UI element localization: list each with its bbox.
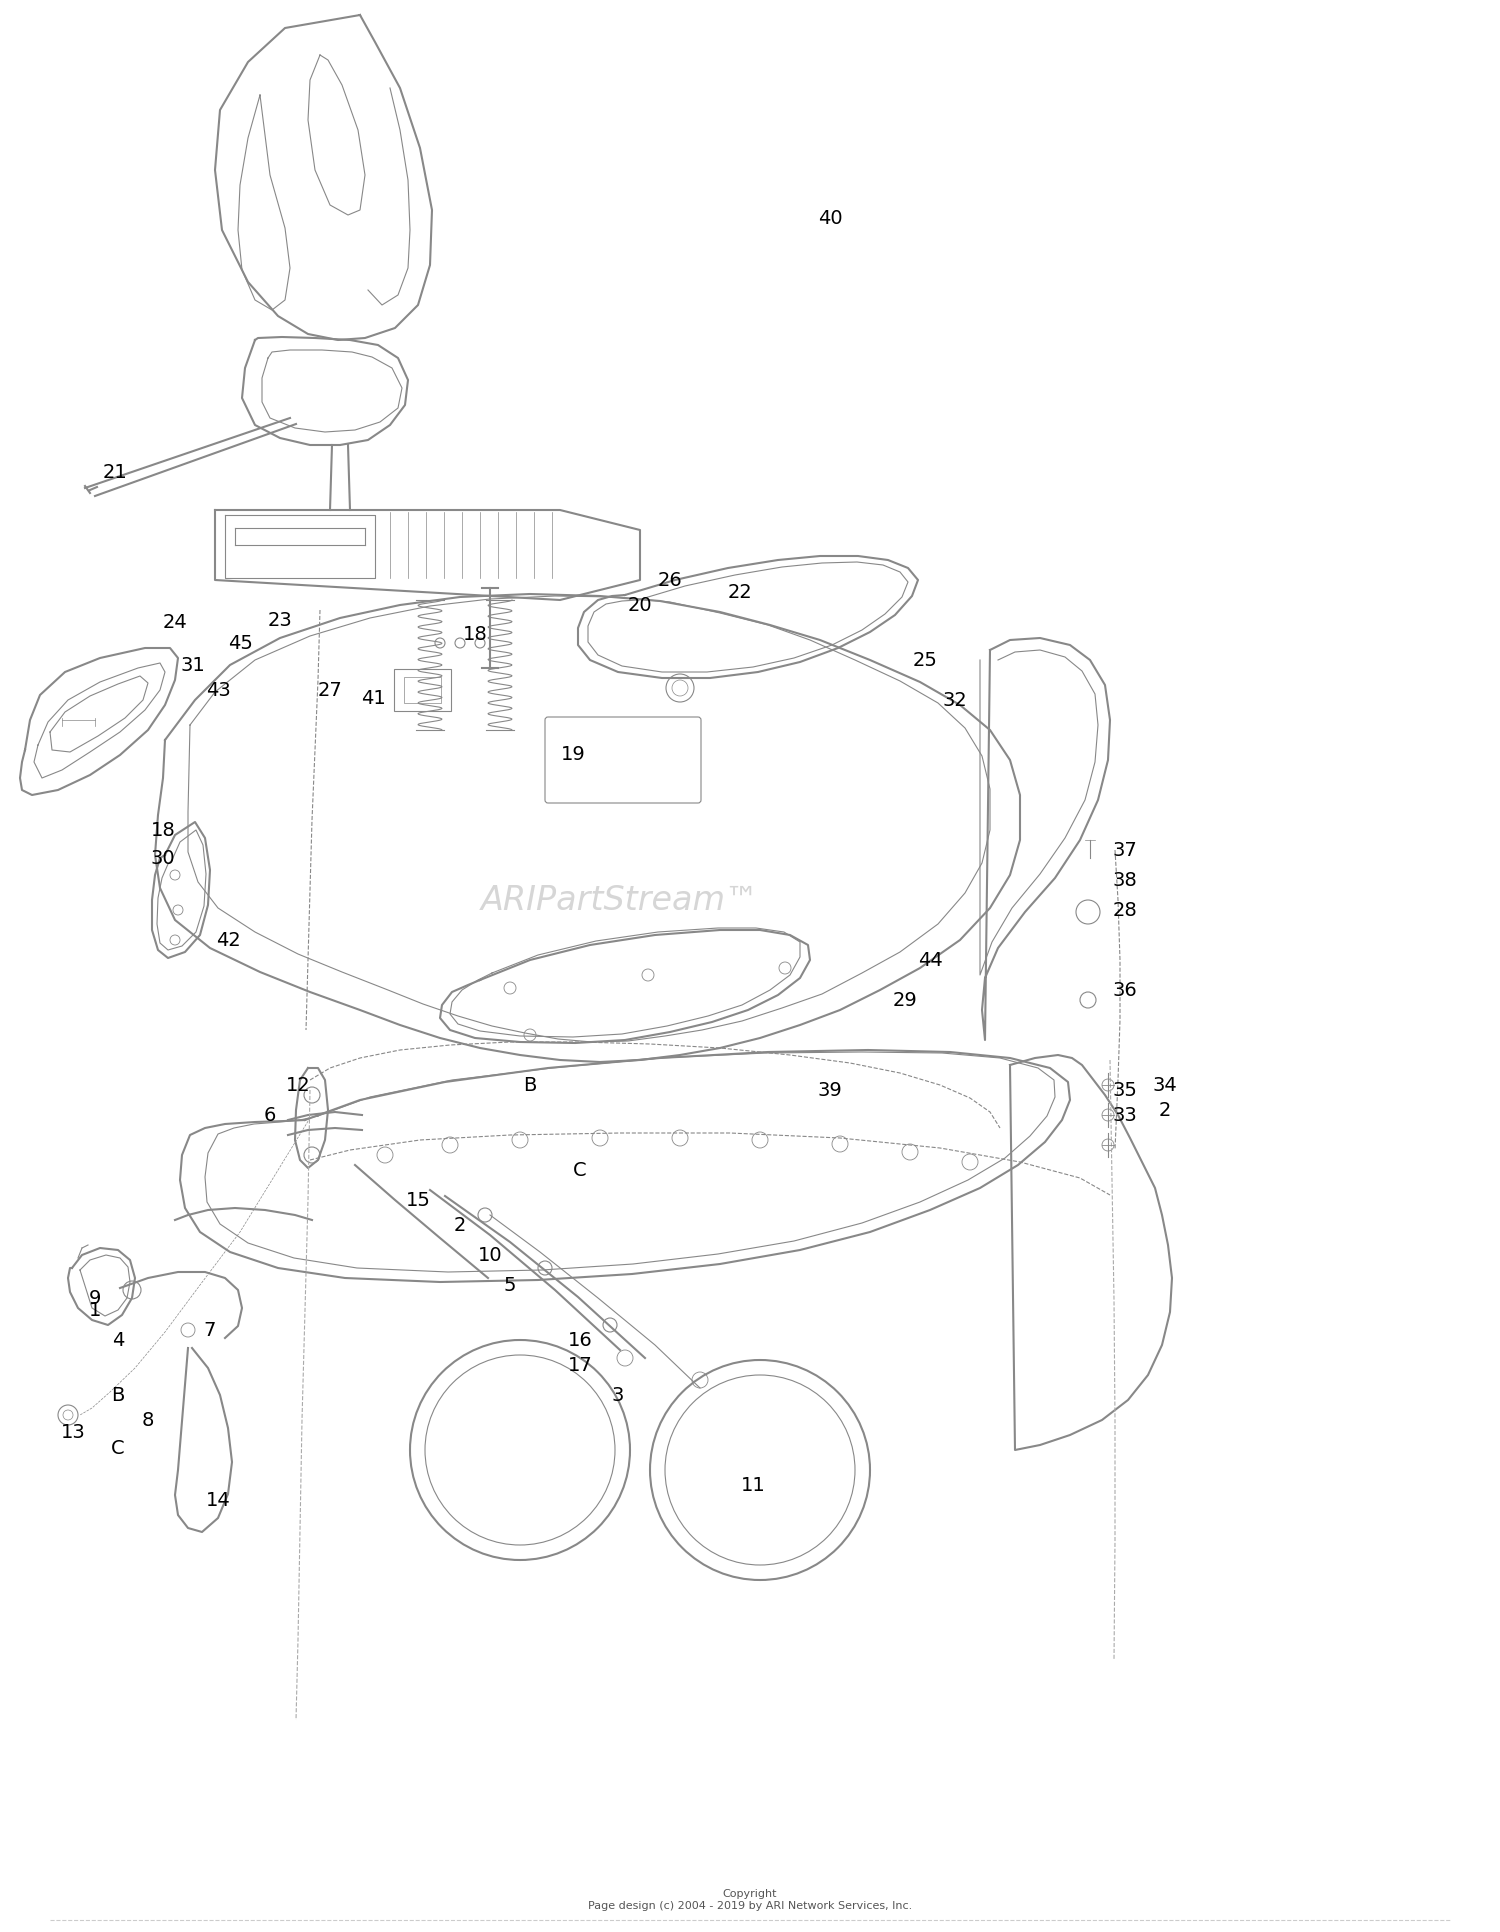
Text: 42: 42 <box>216 931 240 949</box>
Text: 17: 17 <box>567 1356 592 1374</box>
Text: C: C <box>573 1161 586 1180</box>
Text: 8: 8 <box>142 1410 154 1430</box>
Text: 12: 12 <box>285 1076 310 1095</box>
Text: 41: 41 <box>360 688 386 707</box>
Text: 34: 34 <box>1152 1076 1178 1095</box>
Text: 37: 37 <box>1113 840 1137 860</box>
Text: 25: 25 <box>912 651 938 670</box>
Text: 11: 11 <box>741 1476 765 1495</box>
Text: 14: 14 <box>206 1490 231 1509</box>
Text: 9: 9 <box>88 1289 101 1308</box>
Text: 27: 27 <box>318 680 342 699</box>
Text: 15: 15 <box>405 1190 430 1209</box>
Text: B: B <box>524 1076 537 1095</box>
Text: 23: 23 <box>267 611 292 630</box>
Text: 44: 44 <box>918 951 942 970</box>
Text: 13: 13 <box>60 1422 86 1441</box>
Text: 16: 16 <box>567 1331 592 1349</box>
Text: 7: 7 <box>204 1320 216 1339</box>
Text: 26: 26 <box>657 570 682 589</box>
Text: 18: 18 <box>150 821 176 840</box>
Text: 21: 21 <box>102 462 128 481</box>
Text: C: C <box>111 1439 125 1457</box>
Text: 45: 45 <box>228 634 252 653</box>
Text: 31: 31 <box>180 655 206 674</box>
Text: 32: 32 <box>942 690 968 709</box>
Text: 20: 20 <box>627 595 652 614</box>
Text: 22: 22 <box>728 583 753 601</box>
Text: ARIPartStream™: ARIPartStream™ <box>482 883 759 916</box>
Text: 43: 43 <box>206 680 231 699</box>
Text: 30: 30 <box>150 848 176 867</box>
Text: 33: 33 <box>1113 1105 1137 1124</box>
Text: 28: 28 <box>1113 900 1137 920</box>
Text: 5: 5 <box>504 1275 516 1294</box>
Text: 3: 3 <box>612 1385 624 1405</box>
Text: 38: 38 <box>1113 871 1137 889</box>
Text: 35: 35 <box>1113 1080 1137 1099</box>
Text: Copyright
Page design (c) 2004 - 2019 by ARI Network Services, Inc.: Copyright Page design (c) 2004 - 2019 by… <box>588 1889 912 1911</box>
Text: 36: 36 <box>1113 981 1137 999</box>
Text: 1: 1 <box>88 1300 101 1320</box>
Text: 2: 2 <box>454 1215 466 1235</box>
Text: 2: 2 <box>1160 1101 1172 1119</box>
Text: 24: 24 <box>162 612 188 632</box>
Text: 40: 40 <box>818 209 843 228</box>
Text: 18: 18 <box>462 624 488 643</box>
Text: 29: 29 <box>892 991 918 1010</box>
Text: 19: 19 <box>561 744 585 763</box>
Text: 4: 4 <box>112 1331 125 1349</box>
Text: B: B <box>111 1385 125 1405</box>
Text: 10: 10 <box>477 1246 502 1265</box>
Text: 6: 6 <box>264 1105 276 1124</box>
Text: 39: 39 <box>818 1080 843 1099</box>
